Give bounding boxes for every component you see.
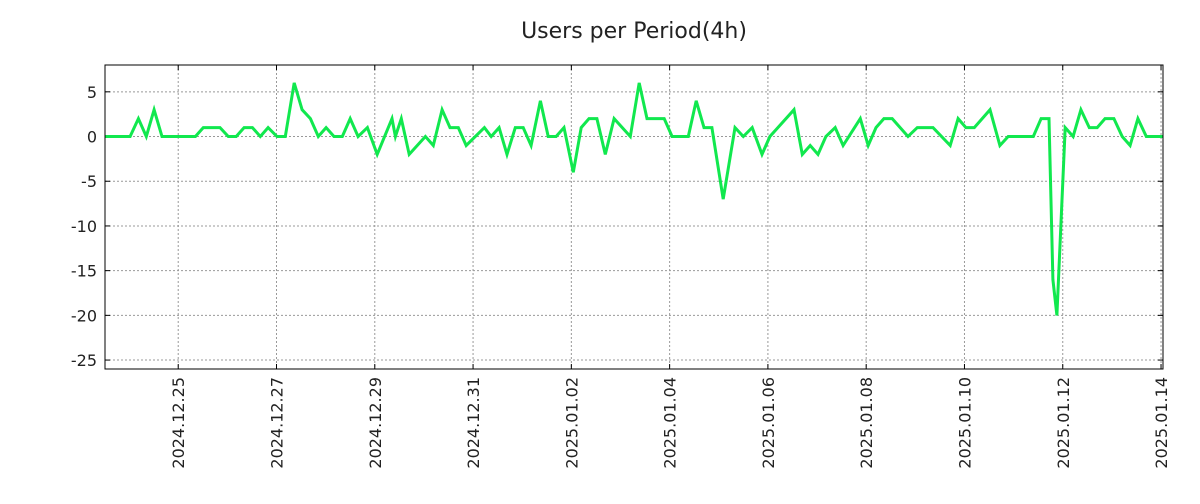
x-tick-label: 2024.12.29 — [366, 377, 385, 469]
x-tick-label: 2025.01.08 — [857, 377, 876, 469]
x-tick-label: 2025.01.02 — [562, 377, 581, 469]
series-group — [105, 83, 1163, 316]
x-axis: 2024.12.25 2024.12.27 2024.12.29 2024.12.31… — [169, 65, 1171, 469]
x-tick-label: 2025.01.10 — [955, 377, 974, 469]
y-tick-label: -5 — [81, 172, 97, 191]
x-tick-label: 2025.01.14 — [1152, 377, 1171, 469]
x-tick-label: 2025.01.06 — [759, 377, 778, 469]
y-tick-label: 5 — [87, 83, 97, 102]
y-tick-label: -20 — [71, 306, 97, 325]
x-tick-label: 2025.01.12 — [1054, 377, 1073, 469]
series-line-users — [105, 83, 1163, 316]
chart-title: Users per Period(4h) — [521, 19, 747, 44]
y-tick-label: 0 — [87, 128, 97, 147]
y-tick-label: -10 — [71, 217, 97, 236]
x-tick-label: 2024.12.25 — [169, 377, 188, 469]
x-tick-label: 2024.12.31 — [464, 377, 483, 469]
x-tick-label: 2024.12.27 — [268, 377, 287, 469]
y-tick-label: -15 — [71, 262, 97, 281]
x-tick-label: 2025.01.04 — [661, 377, 680, 469]
y-tick-label: -25 — [71, 351, 97, 370]
